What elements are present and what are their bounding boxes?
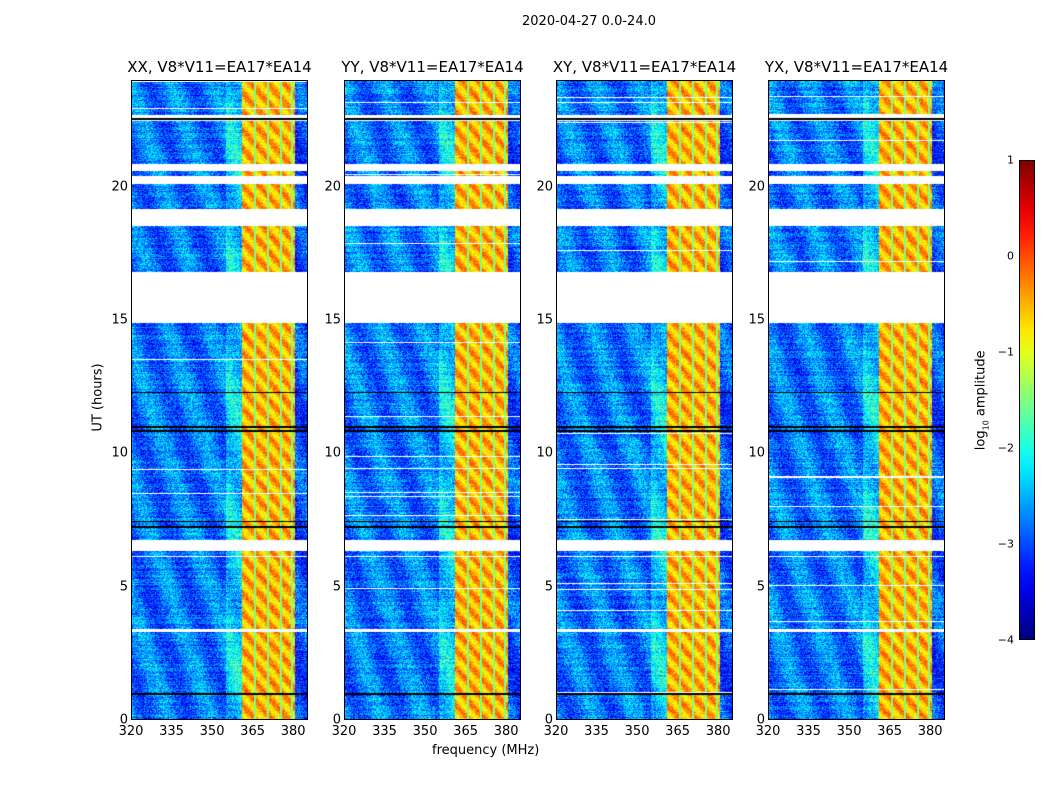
x-tick-label: 335 [159,724,184,739]
x-tick-label: 350 [836,724,862,739]
y-tick-label: 0 [119,712,128,728]
x-tick-label: 365 [665,724,691,739]
panel-title: YY, V8*V11=EA17*EA14 [341,58,524,76]
x-tick-label: 365 [240,724,266,739]
panel-title: YX, V8*V11=EA17*EA14 [764,58,949,76]
y-tick-label: 0 [544,712,553,728]
colorbar-tick-label: −3 [997,537,1014,551]
heatmap-panel-0 [131,80,308,720]
colorbar-tick-label: −1 [997,345,1014,359]
y-tick-label: 20 [748,179,765,195]
panel-title: XX, V8*V11=EA17*EA14 [127,58,312,76]
colorbar [1019,160,1035,640]
y-tick-label: 15 [536,312,553,328]
y-tick-label: 10 [324,445,341,461]
x-tick-label: 320 [118,724,144,739]
x-tick-label: 320 [331,724,357,739]
y-tick-label: 5 [332,579,341,595]
y-tick-label: 15 [111,312,128,328]
heatmap-panel-3 [768,80,945,720]
y-tick-label: 20 [324,179,341,195]
y-tick-label: 5 [119,579,128,595]
y-tick-label: 20 [536,179,553,195]
y-tick-label: 20 [111,179,128,195]
x-tick-label: 380 [280,724,306,739]
y-tick-label: 10 [111,445,128,461]
colorbar-tick-label: 0 [1007,249,1014,263]
heatmap-panel-1 [344,80,521,720]
y-tick-label: 5 [544,579,553,595]
y-axis-label: UT (hours) [90,363,106,432]
x-tick-label: 365 [877,724,903,739]
colorbar-tick-label: −2 [997,441,1014,455]
figure-title: 2020-04-27 0.0-24.0 [522,14,656,29]
x-tick-label: 335 [796,724,821,739]
panel-title: XY, V8*V11=EA17*EA14 [552,58,737,76]
y-tick-label: 0 [332,712,341,728]
x-tick-label: 365 [453,724,479,739]
x-tick-label: 380 [917,724,943,739]
y-tick-label: 5 [756,579,765,595]
x-tick-label: 320 [543,724,569,739]
heatmap-cells [345,81,520,719]
colorbar-tick-label: 1 [1007,153,1014,167]
y-tick-label: 15 [324,312,341,328]
x-tick-label: 320 [755,724,781,739]
x-tick-label: 350 [412,724,438,739]
y-tick-label: 0 [756,712,765,728]
x-tick-label: 380 [705,724,731,739]
y-tick-label: 10 [536,445,553,461]
x-axis-label: frequency (MHz) [432,743,540,758]
x-tick-label: 380 [493,724,519,739]
x-tick-label: 335 [372,724,397,739]
x-tick-label: 335 [584,724,609,739]
y-tick-label: 10 [748,445,765,461]
colorbar-label: log10 amplitude [973,350,991,451]
heatmap-cells [557,81,732,719]
heatmap-cells [132,81,307,719]
heatmap-cells [769,81,944,719]
y-tick-label: 15 [748,312,765,328]
heatmap-panel-2 [556,80,733,720]
x-tick-label: 350 [199,724,225,739]
colorbar-tick-label: −4 [997,633,1014,647]
x-tick-label: 350 [624,724,650,739]
